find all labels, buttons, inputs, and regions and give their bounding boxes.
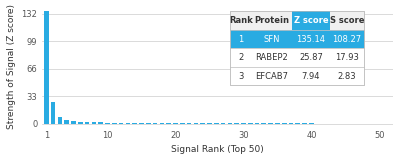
Bar bbox=[119, 123, 124, 124]
Bar bbox=[98, 123, 103, 124]
Bar bbox=[187, 123, 192, 124]
Bar bbox=[194, 123, 198, 124]
Bar bbox=[92, 122, 96, 124]
Bar bbox=[112, 123, 117, 124]
Text: 1: 1 bbox=[238, 35, 244, 43]
Text: Rank: Rank bbox=[229, 16, 253, 25]
Bar bbox=[302, 123, 307, 124]
Text: RABEP2: RABEP2 bbox=[256, 53, 288, 62]
Bar bbox=[262, 123, 266, 124]
Bar bbox=[139, 123, 144, 124]
Bar bbox=[336, 123, 341, 124]
Text: S score: S score bbox=[330, 16, 364, 25]
FancyBboxPatch shape bbox=[230, 11, 364, 30]
Bar bbox=[105, 123, 110, 124]
FancyBboxPatch shape bbox=[230, 30, 364, 48]
FancyBboxPatch shape bbox=[230, 48, 364, 67]
Bar bbox=[166, 123, 171, 124]
Bar bbox=[71, 121, 76, 124]
FancyBboxPatch shape bbox=[230, 67, 364, 85]
Text: Z score: Z score bbox=[294, 16, 328, 25]
Y-axis label: Strength of Signal (Z score): Strength of Signal (Z score) bbox=[7, 4, 16, 129]
Text: EFCAB7: EFCAB7 bbox=[256, 72, 288, 80]
Text: 3: 3 bbox=[238, 72, 244, 80]
Bar bbox=[64, 120, 69, 124]
Bar bbox=[289, 123, 294, 124]
Bar bbox=[268, 123, 273, 124]
Bar bbox=[330, 123, 334, 124]
Bar bbox=[316, 123, 321, 124]
Text: 2: 2 bbox=[238, 53, 244, 62]
FancyBboxPatch shape bbox=[292, 11, 330, 30]
Bar bbox=[58, 117, 62, 124]
Bar bbox=[126, 123, 130, 124]
Text: 2.83: 2.83 bbox=[338, 72, 356, 80]
Text: 25.87: 25.87 bbox=[299, 53, 323, 62]
Bar bbox=[248, 123, 253, 124]
Text: SFN: SFN bbox=[264, 35, 280, 43]
Bar bbox=[296, 123, 300, 124]
Bar bbox=[85, 122, 90, 124]
Bar bbox=[180, 123, 185, 124]
Text: 7.94: 7.94 bbox=[302, 72, 320, 80]
Bar bbox=[173, 123, 178, 124]
Bar bbox=[309, 123, 314, 124]
Bar bbox=[160, 123, 164, 124]
Bar bbox=[241, 123, 246, 124]
Text: 17.93: 17.93 bbox=[335, 53, 359, 62]
Bar bbox=[221, 123, 226, 124]
Bar bbox=[282, 123, 287, 124]
Bar bbox=[255, 123, 260, 124]
Bar bbox=[214, 123, 219, 124]
X-axis label: Signal Rank (Top 50): Signal Rank (Top 50) bbox=[171, 145, 264, 154]
Text: Protein: Protein bbox=[254, 16, 290, 25]
Bar bbox=[132, 123, 137, 124]
Bar bbox=[228, 123, 232, 124]
Bar bbox=[153, 123, 158, 124]
Bar bbox=[275, 123, 280, 124]
Text: 135.14: 135.14 bbox=[296, 35, 326, 43]
Bar bbox=[323, 123, 328, 124]
Bar bbox=[44, 11, 49, 124]
Bar bbox=[51, 102, 56, 124]
Text: 108.27: 108.27 bbox=[332, 35, 362, 43]
Bar bbox=[234, 123, 239, 124]
Bar bbox=[146, 123, 151, 124]
Bar bbox=[207, 123, 212, 124]
Bar bbox=[78, 122, 83, 124]
Bar bbox=[200, 123, 205, 124]
